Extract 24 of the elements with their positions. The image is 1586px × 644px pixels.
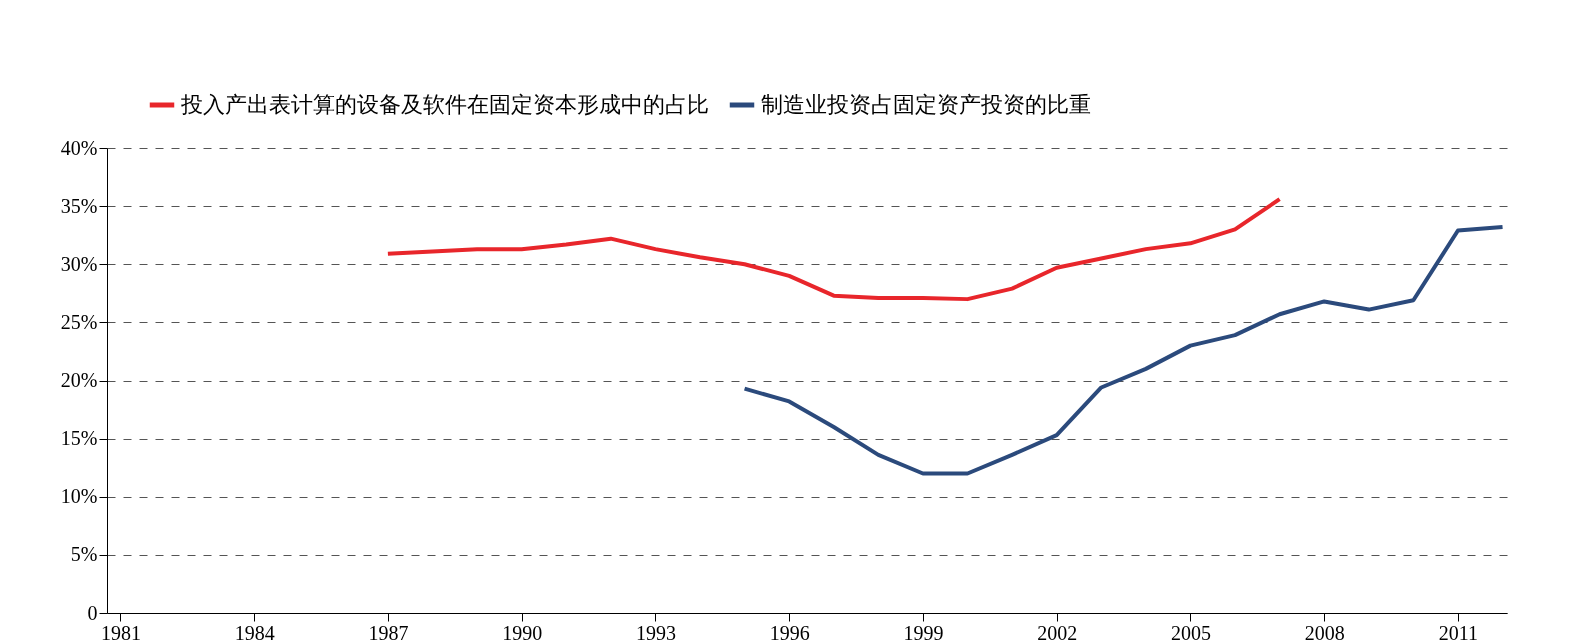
legend-label: 制造业投资占固定资产投资的比重 xyxy=(761,92,1091,117)
y-tick-label: 20% xyxy=(60,369,98,391)
y-tick-label: 40% xyxy=(60,136,98,159)
y-tick-label: 0 xyxy=(87,601,98,624)
y-tick-label: 30% xyxy=(60,252,98,275)
x-tick-label: 2008 xyxy=(1304,621,1345,644)
line-series xyxy=(385,197,1282,302)
x-tick-label: 1996 xyxy=(769,621,810,644)
x-tick-label: 2002 xyxy=(1037,621,1078,644)
x-tick-label: 1990 xyxy=(502,621,543,644)
x-tick-label: 1999 xyxy=(903,621,944,644)
y-tick-label: 5% xyxy=(70,543,98,566)
x-tick-label: 1981 xyxy=(100,621,141,644)
y-tick-label: 15% xyxy=(60,427,98,450)
y-tick-label: 10% xyxy=(60,485,98,508)
x-tick-label: 1984 xyxy=(234,621,275,644)
x-tick-label: 2011 xyxy=(1438,621,1479,644)
y-tick-label: 25% xyxy=(60,310,98,333)
x-tick-label: 1987 xyxy=(368,621,409,644)
y-tick-label: 35% xyxy=(60,194,98,217)
x-tick-label: 1993 xyxy=(635,621,676,644)
x-tick-label: 2005 xyxy=(1170,621,1211,644)
legend-label: 投入产出表计算的设备及软件在固定资本形成中的占比 xyxy=(180,92,709,117)
line-series xyxy=(742,225,1505,476)
